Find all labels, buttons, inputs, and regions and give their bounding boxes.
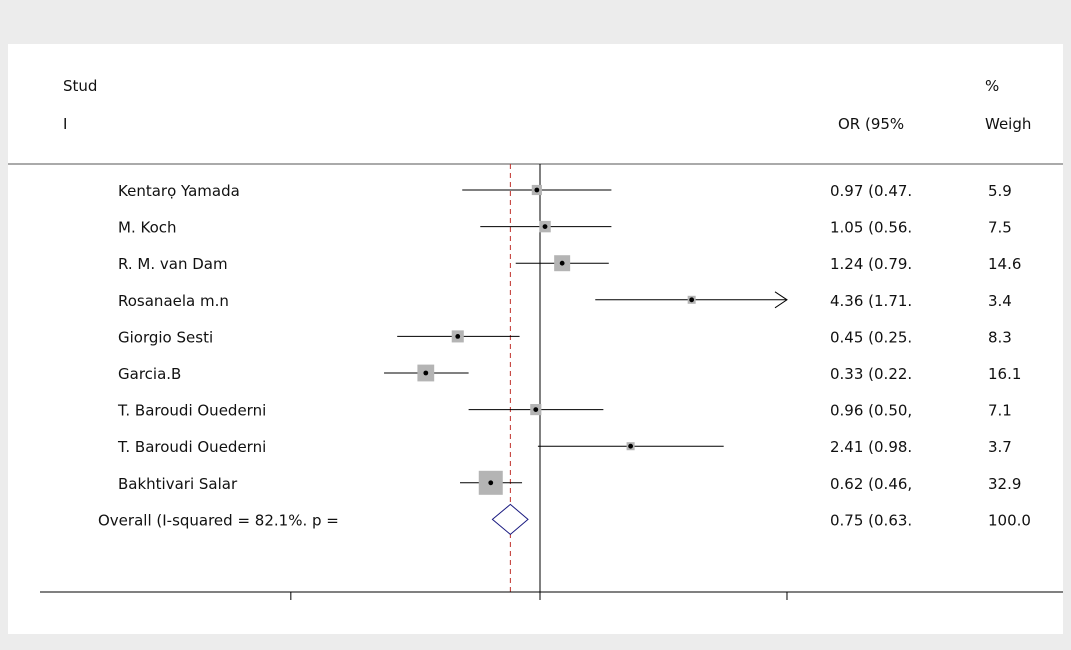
point-estimate [542, 224, 548, 230]
weight-value: 16.1 [988, 365, 1021, 383]
study-row: T. Baroudi Ouederni 2.41 (0.98. 3.7 [117, 438, 1012, 456]
ci-truncation-arrow [774, 291, 788, 309]
or-ci-value: 0.33 (0.22. [830, 365, 912, 383]
study-name: T. Baroudi Ouederni [117, 438, 266, 456]
or-ci-value: 4.36 (1.71. [830, 292, 912, 310]
overall-row: Overall (I-squared = 82.1%. p = 0.75 (0.6… [98, 503, 1031, 536]
study-row: Kentarọ Yamada 0.97 (0.47. 5.9 [118, 182, 1012, 200]
x-tick-label: .089 [274, 633, 307, 634]
overall-diamond [491, 503, 529, 536]
study-name: T. Baroudi Ouederni [117, 402, 266, 420]
study-name: R. M. van Dam [118, 255, 228, 273]
study-name: M. Koch [118, 219, 177, 237]
or-ci-value: 0.97 (0.47. [830, 182, 912, 200]
or-ci-value: 0.62 (0.46, [830, 475, 912, 493]
point-estimate [455, 334, 461, 339]
overall-or-ci-value: 0.75 (0.63. [830, 511, 912, 529]
study-row: Garcia.B 0.33 (0.22. 16.1 [118, 364, 1021, 383]
overall-label: Overall (I-squared = 82.1%. p = [98, 511, 339, 529]
study-name: Giorgio Sesti [118, 328, 213, 346]
point-estimate [559, 260, 565, 266]
weight-value: 7.5 [988, 219, 1012, 237]
weight-value: 3.4 [988, 292, 1012, 310]
or-header: OR (95% [838, 115, 904, 133]
study-row: Rosanaela m.n 4.36 (1.71. 3.4 [118, 291, 1012, 310]
point-estimate [689, 297, 695, 303]
point-estimate [534, 187, 540, 193]
study-row: Giorgio Sesti 0.45 (0.25. 8.3 [118, 328, 1012, 346]
study-name: Rosanaela m.n [118, 292, 229, 310]
study-name: Bakhtivari Salar [118, 475, 238, 493]
weight-value: 8.3 [988, 328, 1012, 346]
study-name: Garcia.B [118, 365, 181, 383]
point-estimate [423, 370, 429, 376]
or-ci-value: 0.96 (0.50, [830, 402, 912, 420]
forest-plot-panel: Stud I OR (95% % Weigh .089 1 11. Kentarọ … [8, 44, 1063, 634]
study-row: R. M. van Dam 1.24 (0.79. 14.6 [118, 255, 1021, 273]
weight-value: 14.6 [988, 255, 1021, 273]
weight-value: 7.1 [988, 402, 1012, 420]
overall-weight-value: 100.0 [988, 511, 1031, 529]
study-row: Bakhtivari Salar 0.62 (0.46, 32.9 [118, 470, 1021, 495]
point-estimate [488, 480, 494, 486]
study-row: M. Koch 1.05 (0.56. 7.5 [118, 219, 1012, 237]
weight-header-line1: % [985, 77, 999, 95]
study-rows: Kentarọ Yamada 0.97 (0.47. 5.9 M. Koch 1.05 … [117, 182, 1021, 495]
study-header-line1: Stud [63, 77, 97, 95]
x-tick-label: 11. [775, 633, 799, 634]
weight-header-line2: Weigh [985, 115, 1031, 133]
study-header-line2: I [63, 115, 67, 133]
or-ci-value: 2.41 (0.98. [830, 438, 912, 456]
study-row: T. Baroudi Ouederni 0.96 (0.50, 7.1 [117, 402, 1012, 420]
or-ci-value: 1.24 (0.79. [830, 255, 912, 273]
x-tick-label: 1 [535, 633, 545, 634]
weight-value: 3.7 [988, 438, 1012, 456]
or-ci-value: 1.05 (0.56. [830, 219, 912, 237]
point-estimate [628, 443, 634, 449]
weight-value: 32.9 [988, 475, 1021, 493]
weight-value: 5.9 [988, 182, 1012, 200]
point-estimate [533, 407, 539, 412]
study-name: Kentarọ Yamada [118, 182, 240, 200]
x-axis-ticks: .089 1 11. [274, 592, 799, 634]
forest-plot: Stud I OR (95% % Weigh .089 1 11. Kentarọ … [8, 77, 1063, 634]
or-ci-value: 0.45 (0.25. [830, 328, 912, 346]
